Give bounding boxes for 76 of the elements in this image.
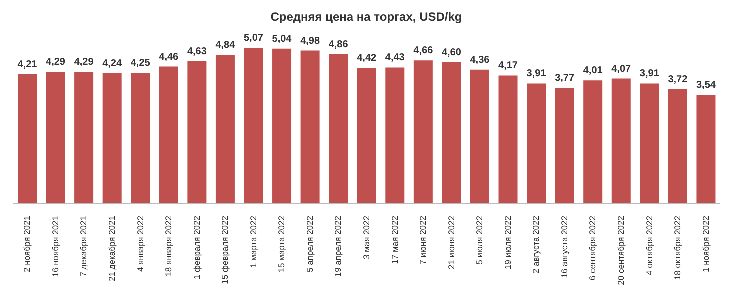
- x-tick-label: 20 сентября 2022: [616, 216, 626, 286]
- data-label: 5,04: [272, 34, 292, 45]
- bar: [498, 76, 518, 204]
- x-tick-label: 5 апреля 2022: [304, 216, 315, 272]
- data-label: 3,91: [526, 68, 547, 80]
- x-tick-label: 16 ноября 2021: [50, 216, 60, 278]
- bar: [470, 70, 490, 204]
- x-tick-label: 2 ноября 2021: [22, 216, 32, 272]
- x-tick-label: 18 января 2022: [164, 216, 174, 277]
- data-label: 5,07: [244, 33, 264, 44]
- bar: [159, 66, 178, 204]
- x-tick-label: 2 августа 2022: [531, 216, 542, 274]
- x-tick-label: 4 января 2022: [135, 216, 146, 272]
- bar: [74, 72, 94, 204]
- x-tick-label: 18 октября 2022: [672, 216, 683, 280]
- bar: [386, 68, 405, 204]
- x-tick-label: 19 июля 2022: [502, 216, 513, 270]
- data-label: 4,36: [470, 54, 490, 66]
- bar: [357, 68, 376, 204]
- data-label: 4,84: [216, 40, 236, 52]
- x-tick-label: 1 февраля 2022: [192, 216, 202, 280]
- data-label: 3,91: [640, 68, 660, 80]
- bar: [46, 72, 66, 204]
- x-tick-label: 15 февраля 2022: [220, 216, 230, 284]
- data-label: 4,98: [300, 36, 320, 47]
- x-tick-label: 16 августа 2022: [559, 216, 570, 278]
- data-label: 4,60: [442, 47, 462, 58]
- x-tick-label: 21 декабря 2021: [106, 216, 117, 282]
- bar: [188, 62, 207, 204]
- bar: [584, 80, 603, 204]
- x-tick-label: 4 октября 2022: [644, 216, 654, 276]
- bar: [216, 55, 235, 204]
- bar: [131, 73, 150, 204]
- bar: [527, 84, 546, 204]
- data-label: 4,63: [187, 46, 208, 58]
- data-label: 4,42: [357, 53, 378, 64]
- bar: [612, 78, 631, 204]
- x-tick-label: 15 марта 2022: [276, 216, 287, 273]
- data-label: 4,66: [414, 46, 434, 57]
- data-label: 4,29: [74, 57, 94, 68]
- data-label: 3,77: [555, 73, 575, 84]
- bar: [329, 54, 348, 204]
- bar: [696, 95, 716, 204]
- bar: [300, 50, 320, 204]
- data-label: 4,86: [328, 39, 349, 50]
- bar: [442, 62, 462, 204]
- data-label: 4,17: [498, 60, 518, 72]
- x-tick-label: 7 декабря 2021: [78, 216, 89, 277]
- x-tick-label: 7 июня 2022: [418, 216, 428, 265]
- data-label: 4,21: [18, 59, 38, 70]
- chart-title: Средняя цена на торгах, USD/kg: [270, 9, 464, 26]
- bar: [414, 60, 433, 204]
- bar: [668, 90, 688, 204]
- x-tick-label: 5 июля 2022: [474, 216, 485, 265]
- bar: [102, 74, 122, 204]
- x-tick-label: 19 апреля 2022: [333, 216, 344, 278]
- data-label: 3,54: [696, 80, 716, 92]
- bar: [272, 48, 292, 204]
- x-tick-label: 21 июня 2022: [446, 216, 456, 270]
- data-label: 4,07: [612, 64, 632, 75]
- bar: [18, 74, 37, 204]
- data-label: 4,25: [130, 58, 151, 70]
- data-label: 4,29: [46, 57, 66, 68]
- data-label: 4,01: [583, 66, 604, 77]
- x-tick-label: 3 мая 2022: [362, 216, 372, 260]
- data-label: 4,43: [385, 52, 406, 64]
- bar: [244, 48, 264, 204]
- data-label: 3,72: [668, 74, 688, 86]
- data-label: 4,24: [102, 58, 123, 70]
- data-label: 4,46: [159, 52, 180, 63]
- bar: [640, 84, 660, 204]
- bar: [555, 88, 574, 204]
- x-tick-label: 1 ноября 2022: [700, 216, 711, 272]
- x-tick-label: 17 мая 2022: [390, 216, 400, 264]
- x-tick-label: 1 марта 2022: [248, 216, 258, 268]
- x-tick-label: 6 сентября 2022: [588, 216, 598, 281]
